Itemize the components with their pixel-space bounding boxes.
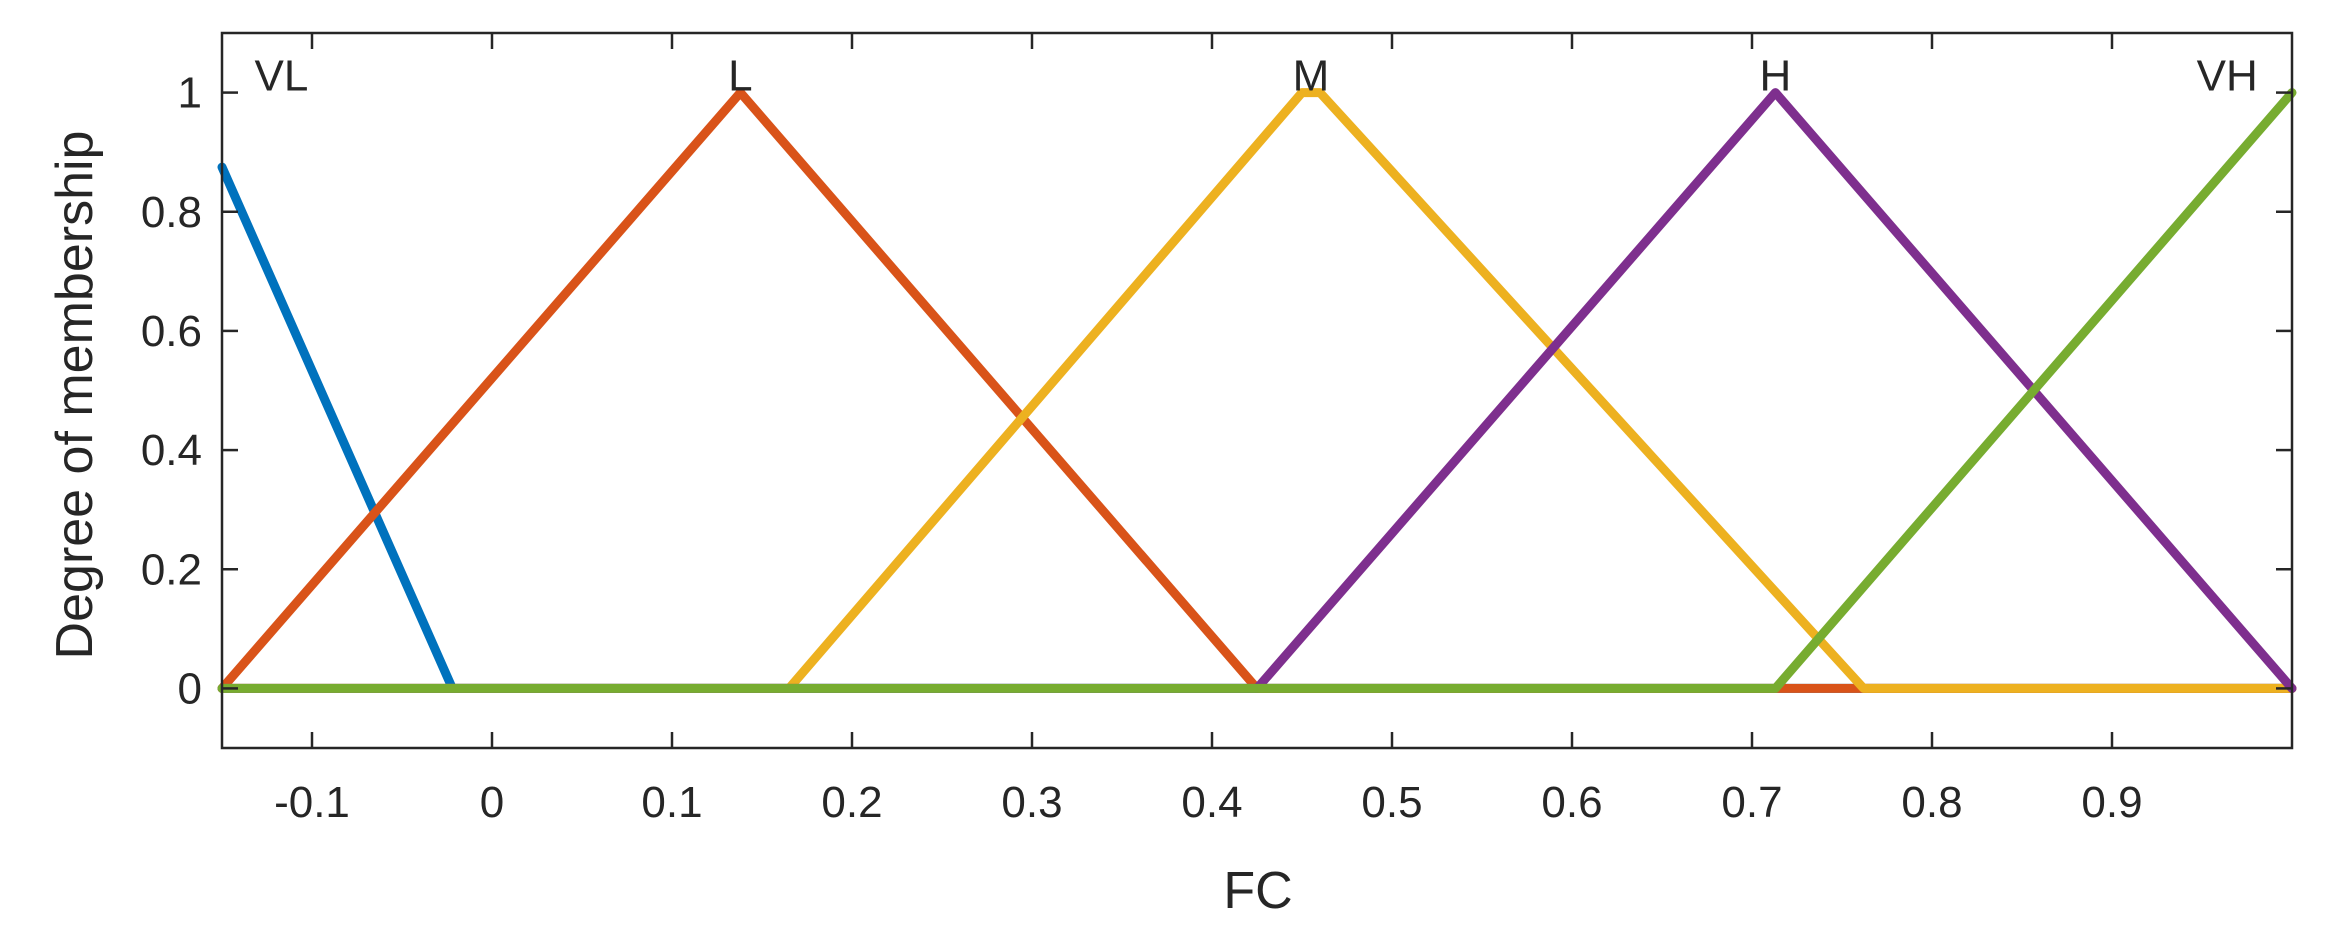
y-tick-label: 0.8 (141, 188, 202, 237)
mf-label-h: H (1760, 52, 1792, 101)
label-layer: VL L M H VH (254, 52, 2257, 101)
series-line-vh (217, 88, 2297, 693)
axes-layer: -0.1 0 0.1 0.2 0.3 0.4 0.5 0.6 0.7 0.8 0.9 0 0.2 0.4 0… (141, 31, 2294, 827)
axes-box (220, 31, 2294, 750)
series-layer (217, 88, 2297, 693)
x-tick-label: 0 (480, 778, 504, 827)
x-axis-label: FC (1223, 862, 1292, 920)
x-tick-label: -0.1 (274, 778, 350, 827)
x-tick-label: 0.5 (1361, 778, 1422, 827)
mf-label-vh: VH (2197, 52, 2258, 101)
x-tick-label: 0.6 (1541, 778, 1602, 827)
y-axis-label: Degree of membership (46, 131, 104, 660)
x-tick-label: 0.1 (641, 778, 702, 827)
y-tick-label: 0.6 (141, 307, 202, 356)
mf-label-vl: VL (254, 52, 308, 101)
mf-label-l: L (728, 52, 752, 101)
y-tick-label: 0 (178, 664, 202, 713)
y-tick-label: 0.2 (141, 545, 202, 594)
x-tick-label: 0.8 (1901, 778, 1962, 827)
mf-label-m: M (1293, 52, 1330, 101)
x-tick-label: 0.4 (1181, 778, 1242, 827)
x-tick-label: 0.2 (821, 778, 882, 827)
x-tick-label: 0.7 (1721, 778, 1782, 827)
x-tick-label: 0.3 (1001, 778, 1062, 827)
x-tick-label: 0.9 (2081, 778, 2142, 827)
y-tick-label: 0.4 (141, 426, 202, 475)
y-tick-label: 1 (178, 69, 202, 118)
plot-background (222, 33, 2292, 748)
plot-area (222, 33, 2292, 748)
